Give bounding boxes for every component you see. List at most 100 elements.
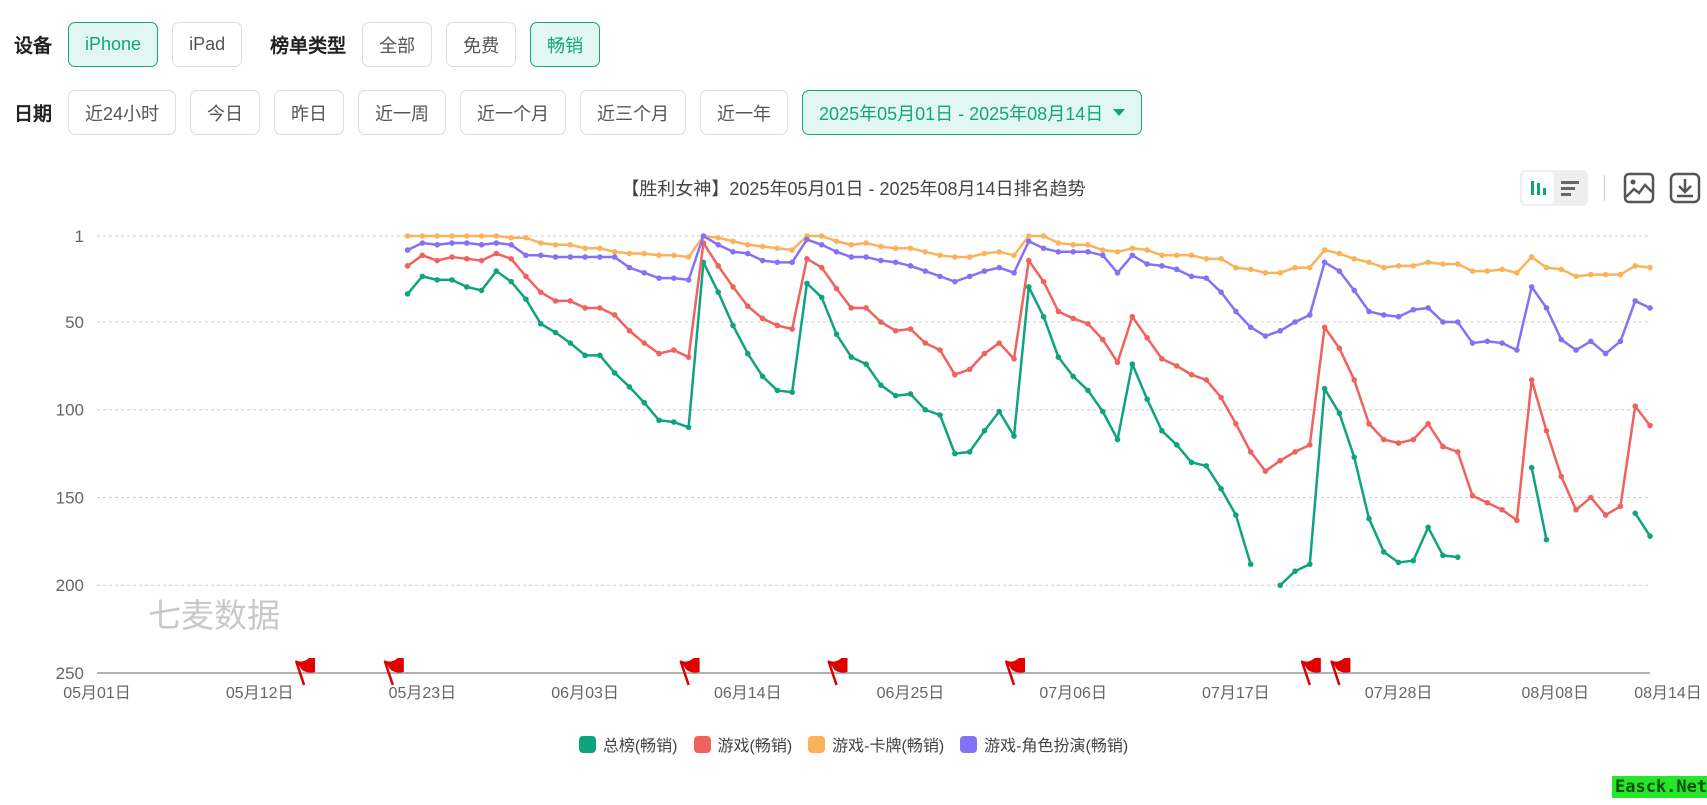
data-point[interactable] bbox=[1070, 315, 1076, 322]
data-point[interactable] bbox=[1129, 313, 1136, 320]
data-point[interactable] bbox=[922, 340, 929, 346]
data-point[interactable] bbox=[1233, 308, 1239, 315]
data-point[interactable] bbox=[1011, 252, 1017, 259]
data-point[interactable] bbox=[1440, 319, 1446, 325]
data-point[interactable] bbox=[404, 291, 411, 297]
data-point[interactable] bbox=[981, 350, 988, 357]
data-point[interactable] bbox=[1484, 338, 1491, 345]
data-point[interactable] bbox=[1425, 259, 1431, 266]
data-point[interactable] bbox=[1617, 271, 1624, 278]
data-point[interactable] bbox=[1588, 271, 1594, 278]
data-point[interactable] bbox=[966, 366, 973, 373]
data-point[interactable] bbox=[774, 322, 781, 329]
data-point[interactable] bbox=[774, 259, 781, 266]
data-point[interactable] bbox=[981, 268, 988, 274]
data-point[interactable] bbox=[1632, 510, 1639, 517]
data-point[interactable] bbox=[1395, 313, 1402, 320]
data-point[interactable] bbox=[937, 347, 943, 353]
data-point[interactable] bbox=[804, 236, 810, 243]
data-point[interactable] bbox=[1099, 336, 1106, 343]
data-point[interactable] bbox=[1218, 256, 1224, 262]
data-point[interactable] bbox=[1380, 436, 1387, 443]
data-point[interactable] bbox=[1573, 273, 1579, 280]
data-point[interactable] bbox=[449, 233, 455, 239]
data-point[interactable] bbox=[1380, 549, 1387, 555]
data-point[interactable] bbox=[700, 233, 707, 239]
data-point[interactable] bbox=[641, 340, 648, 346]
data-point[interactable] bbox=[1070, 241, 1076, 248]
data-point[interactable] bbox=[1543, 536, 1550, 543]
data-point[interactable] bbox=[434, 241, 440, 248]
data-point[interactable] bbox=[759, 315, 766, 322]
data-point[interactable] bbox=[1484, 268, 1491, 274]
data-point[interactable] bbox=[1366, 259, 1372, 266]
data-point[interactable] bbox=[1632, 403, 1639, 410]
data-point[interactable] bbox=[404, 233, 411, 239]
data-point[interactable] bbox=[952, 371, 958, 378]
data-point[interactable] bbox=[1247, 266, 1254, 273]
data-point[interactable] bbox=[715, 241, 721, 248]
data-point[interactable] bbox=[641, 250, 648, 257]
data-point[interactable] bbox=[1499, 266, 1505, 273]
data-point[interactable] bbox=[730, 284, 736, 290]
data-point[interactable] bbox=[1144, 334, 1150, 341]
data-point[interactable] bbox=[833, 331, 840, 338]
flag-icon[interactable] bbox=[383, 658, 404, 686]
data-point[interactable] bbox=[656, 252, 662, 259]
data-point[interactable] bbox=[878, 319, 884, 325]
data-point[interactable] bbox=[671, 252, 677, 259]
data-point[interactable] bbox=[1099, 408, 1106, 415]
data-point[interactable] bbox=[1321, 259, 1328, 266]
data-point[interactable] bbox=[1026, 233, 1032, 239]
data-point[interactable] bbox=[1173, 252, 1180, 259]
data-point[interactable] bbox=[611, 254, 618, 260]
data-point[interactable] bbox=[1307, 442, 1313, 448]
data-point[interactable] bbox=[478, 287, 485, 294]
data-point[interactable] bbox=[1055, 354, 1062, 360]
flag-icon[interactable] bbox=[1300, 658, 1321, 686]
data-point[interactable] bbox=[848, 241, 855, 248]
data-point[interactable] bbox=[952, 450, 958, 457]
data-point[interactable] bbox=[1440, 552, 1446, 559]
date-year-button[interactable]: 近一年 bbox=[700, 90, 789, 135]
data-point[interactable] bbox=[685, 254, 692, 260]
data-point[interactable] bbox=[567, 298, 574, 304]
data-point[interactable] bbox=[1647, 264, 1653, 271]
data-point[interactable] bbox=[1040, 233, 1047, 239]
data-point[interactable] bbox=[1173, 363, 1180, 369]
data-point[interactable] bbox=[848, 354, 855, 360]
data-point[interactable] bbox=[1026, 257, 1032, 264]
data-point[interactable] bbox=[523, 273, 529, 280]
date-3months-button[interactable]: 近三个月 bbox=[580, 90, 687, 135]
data-point[interactable] bbox=[1144, 261, 1150, 267]
data-point[interactable] bbox=[567, 340, 574, 346]
data-point[interactable] bbox=[419, 252, 426, 259]
data-point[interactable] bbox=[537, 240, 544, 246]
data-point[interactable] bbox=[937, 412, 943, 418]
data-point[interactable] bbox=[611, 248, 618, 255]
data-point[interactable] bbox=[1247, 561, 1254, 567]
data-point[interactable] bbox=[1114, 436, 1121, 443]
data-point[interactable] bbox=[1218, 289, 1224, 295]
data-point[interactable] bbox=[1159, 428, 1165, 434]
data-point[interactable] bbox=[685, 424, 692, 431]
data-point[interactable] bbox=[996, 340, 1003, 346]
data-point[interactable] bbox=[434, 257, 440, 264]
data-point[interactable] bbox=[907, 263, 914, 269]
data-point[interactable] bbox=[1588, 494, 1594, 501]
data-point[interactable] bbox=[774, 245, 781, 252]
image-icon[interactable] bbox=[1621, 170, 1657, 206]
data-point[interactable] bbox=[1499, 506, 1505, 513]
data-point[interactable] bbox=[1543, 264, 1550, 271]
data-point[interactable] bbox=[582, 305, 588, 311]
data-point[interactable] bbox=[537, 289, 544, 295]
legend-item-rpg-games[interactable]: 游戏-角色扮演(畅销) bbox=[960, 732, 1128, 756]
data-point[interactable] bbox=[463, 233, 470, 239]
data-point[interactable] bbox=[863, 254, 869, 260]
data-point[interactable] bbox=[1514, 347, 1520, 353]
data-point[interactable] bbox=[1484, 499, 1491, 506]
data-point[interactable] bbox=[818, 264, 825, 271]
data-point[interactable] bbox=[671, 275, 677, 281]
data-point[interactable] bbox=[907, 326, 914, 332]
